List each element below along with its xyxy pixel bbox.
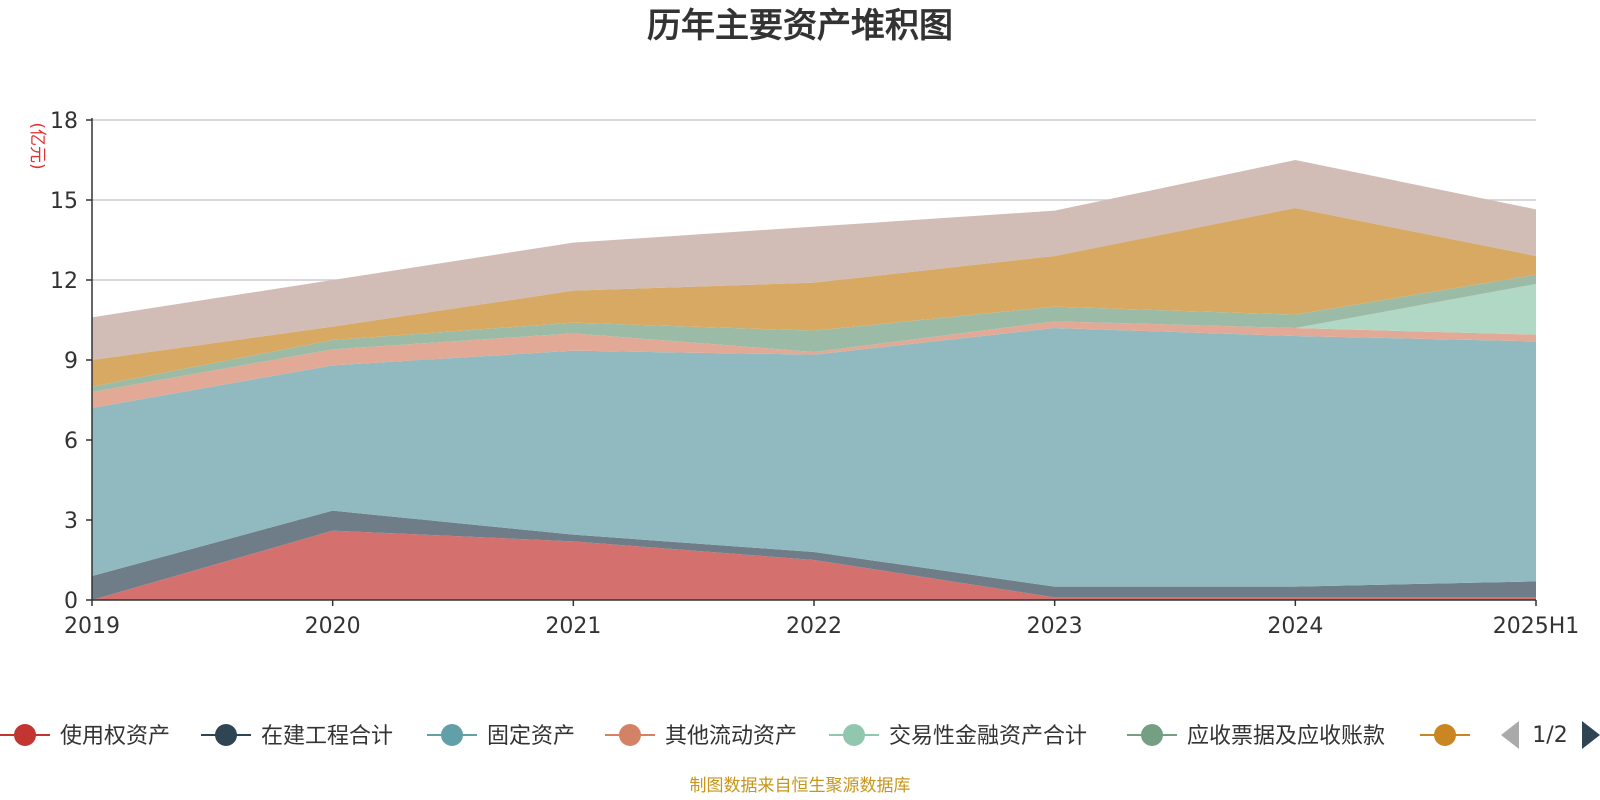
legend-label: 应收票据及应收账款	[1187, 724, 1385, 749]
y-tick-label-9: 9	[64, 349, 78, 374]
legend-item-4[interactable]: 其他流动资产	[605, 724, 797, 749]
legend-label: 在建工程合计	[261, 724, 393, 749]
legend-item-1[interactable]: 使用权资产	[0, 724, 170, 749]
area-series-4	[92, 321, 1536, 408]
y-tick-label-6: 6	[64, 429, 78, 454]
x-tick-label-2021: 2021	[545, 614, 601, 639]
x-tick-label-2019: 2019	[64, 614, 120, 639]
legend-item-6[interactable]: 应收票据及应收账款	[1127, 724, 1385, 749]
y-tick-label-18: 18	[50, 109, 78, 134]
y-tick-label-0: 0	[64, 589, 78, 614]
legend-marker	[843, 724, 865, 746]
legend-page-indicator: 1/2	[1532, 723, 1567, 748]
y-tick-label-15: 15	[50, 189, 78, 214]
legend-marker	[215, 724, 237, 746]
legend: 使用权资产 在建工程合计 固定资产 其他流动资产 交易性金融资产合计 应收票据及应收账款	[0, 724, 1470, 749]
legend-marker	[14, 724, 36, 746]
y-axis-unit-label: (亿元)	[27, 122, 47, 169]
legend-item-5[interactable]: 交易性金融资产合计	[829, 724, 1087, 749]
legend-marker	[1141, 724, 1163, 746]
legend-label: 交易性金融资产合计	[889, 724, 1087, 749]
legend-marker	[441, 724, 463, 746]
legend-marker	[1434, 724, 1456, 746]
area-series-3	[92, 328, 1536, 587]
legend-label: 使用权资产	[60, 724, 170, 749]
x-tick-label-2022: 2022	[786, 614, 842, 639]
area-series-7	[92, 208, 1536, 387]
area-series-8	[92, 160, 1536, 360]
x-tick-label-2024: 2024	[1267, 614, 1323, 639]
x-tick-label-2025H1: 2025H1	[1493, 614, 1580, 639]
area-series	[92, 160, 1536, 600]
legend-item-2[interactable]: 在建工程合计	[201, 724, 393, 749]
legend-prev-icon[interactable]	[1501, 721, 1519, 749]
legend-label: 其他流动资产	[665, 724, 797, 749]
x-tick-label-2020: 2020	[305, 614, 361, 639]
area-series-1	[92, 530, 1536, 600]
legend-item-7[interactable]	[1420, 724, 1470, 746]
source-note: 制图数据来自恒生聚源数据库	[690, 776, 911, 796]
area-series-2	[92, 510, 1536, 600]
chart-title: 历年主要资产堆积图	[647, 6, 953, 46]
x-tick-label-2023: 2023	[1027, 614, 1083, 639]
x-axis-ticks: 2019 2020 2021 2022 2023 2024 2025H1	[64, 600, 1579, 639]
y-tick-label-12: 12	[50, 269, 78, 294]
area-series-6	[92, 274, 1536, 392]
legend-item-3[interactable]: 固定资产	[427, 724, 575, 749]
y-tick-label-3: 3	[64, 509, 78, 534]
legend-label: 固定资产	[487, 724, 575, 749]
y-axis-ticks: 0 3 6 9 12 15 18	[50, 109, 92, 614]
legend-next-icon[interactable]	[1582, 721, 1600, 749]
legend-marker	[619, 724, 641, 746]
legend-pager: 1/2	[1501, 721, 1600, 749]
